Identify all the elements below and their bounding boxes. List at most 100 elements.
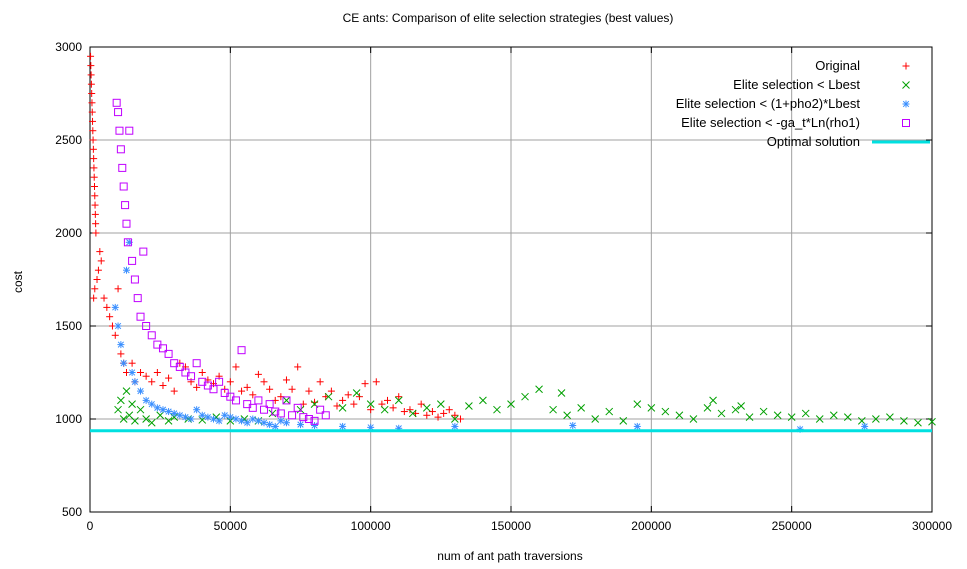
axis-ticks: 0 50000 100000 150000 200000 250000 300000 500 1…	[55, 40, 952, 533]
data-point	[137, 369, 145, 376]
data-point	[339, 396, 347, 404]
data-point	[137, 387, 145, 395]
data-point	[232, 363, 240, 371]
data-point	[633, 422, 641, 430]
data-point	[121, 201, 130, 210]
chart-title: CE ants: Comparison of elite selection s…	[343, 11, 674, 25]
data-point	[367, 406, 375, 414]
data-point	[557, 389, 566, 397]
data-point	[170, 387, 178, 395]
data-point	[271, 407, 280, 416]
data-point	[136, 405, 145, 414]
data-point	[271, 422, 279, 430]
data-point	[100, 294, 108, 302]
data-point	[209, 385, 218, 394]
data-point	[181, 413, 189, 421]
data-point	[209, 415, 217, 423]
data-point	[406, 406, 414, 414]
data-point	[689, 415, 698, 423]
data-point	[131, 378, 139, 386]
data-point	[310, 416, 319, 425]
data-point	[900, 417, 908, 425]
data-point	[338, 403, 347, 412]
data-point	[316, 378, 324, 386]
data-point	[176, 411, 184, 419]
data-point	[90, 183, 98, 190]
data-point	[88, 90, 96, 97]
data-point	[521, 392, 529, 401]
data-point	[395, 393, 403, 401]
data-point	[350, 400, 358, 408]
data-point	[192, 359, 201, 368]
data-point	[276, 409, 285, 418]
data-point	[92, 220, 100, 228]
data-point	[111, 303, 119, 311]
data-point	[591, 415, 600, 423]
data-point	[389, 404, 397, 412]
data-point	[147, 418, 156, 427]
data-point	[260, 378, 268, 386]
data-point	[114, 108, 123, 117]
data-point	[122, 387, 131, 395]
data-point	[311, 422, 319, 430]
data-point	[237, 346, 246, 355]
data-point	[297, 421, 304, 429]
data-point	[93, 276, 101, 283]
data-point	[436, 400, 445, 408]
data-point	[106, 313, 114, 321]
data-point	[355, 393, 363, 401]
data-point	[288, 385, 296, 393]
y-tick-label: 1500	[55, 319, 82, 333]
data-point	[372, 378, 380, 386]
data-point	[260, 405, 269, 414]
data-point	[451, 422, 459, 430]
legend-label: Original	[815, 58, 860, 73]
data-point	[231, 396, 240, 405]
data-point	[400, 408, 408, 416]
data-point	[87, 80, 95, 88]
data-point	[254, 417, 262, 425]
data-point	[577, 403, 586, 412]
data-point	[112, 98, 121, 107]
data-point	[709, 396, 717, 405]
data-point	[158, 344, 167, 353]
data-point	[423, 411, 431, 419]
data-point	[282, 419, 290, 427]
data-point	[249, 415, 257, 423]
data-point	[829, 411, 838, 420]
data-point	[647, 403, 656, 412]
data-point	[226, 413, 234, 421]
data-point	[133, 294, 142, 303]
data-point	[408, 409, 417, 418]
data-point	[737, 402, 746, 410]
data-point	[204, 413, 212, 421]
data-point	[111, 331, 119, 339]
data-point	[914, 418, 922, 427]
data-point	[89, 117, 97, 125]
data-point	[243, 383, 251, 391]
data-point	[294, 363, 302, 371]
legend-label: Elite selection < Lbest	[733, 77, 860, 92]
data-point	[422, 403, 431, 412]
data-point	[153, 404, 161, 412]
data-point	[123, 238, 132, 247]
data-point	[226, 378, 234, 386]
data-point	[122, 219, 131, 228]
x-tick-label: 200000	[631, 519, 671, 533]
data-point	[451, 411, 459, 419]
data-point	[128, 400, 136, 408]
data-point	[268, 409, 277, 418]
data-point	[344, 391, 352, 399]
data-point	[118, 163, 127, 172]
y-tick-label: 2500	[55, 133, 82, 147]
x-tick-label: 100000	[351, 519, 391, 533]
data-point	[872, 415, 880, 423]
data-point	[87, 52, 95, 60]
data-point	[193, 383, 201, 391]
data-point	[114, 405, 122, 414]
data-point	[238, 417, 246, 425]
data-point	[366, 400, 375, 408]
data-point	[801, 409, 810, 418]
legend-swatch	[902, 119, 910, 127]
